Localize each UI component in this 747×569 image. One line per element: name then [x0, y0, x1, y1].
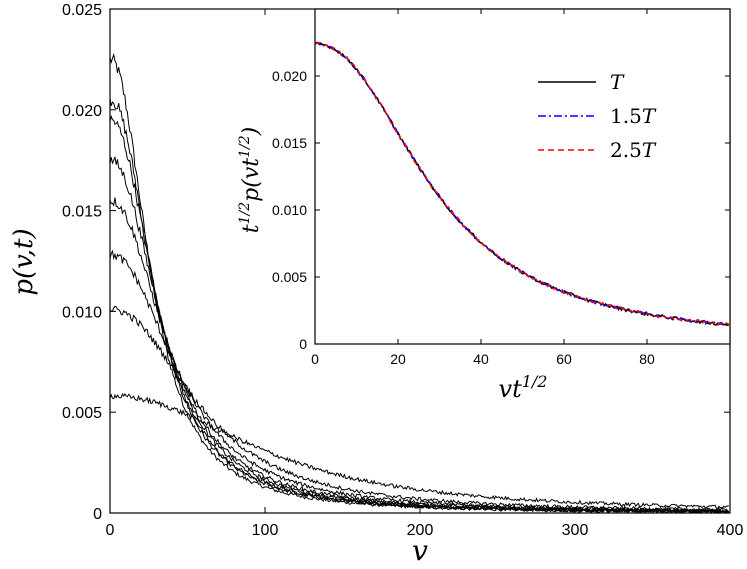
main-ytick-label: 0	[93, 506, 102, 523]
legend-label-2: 1.5T	[610, 104, 657, 128]
main-ytick-label: 0.005	[62, 405, 102, 422]
main-ytick-label: 0.020	[62, 103, 102, 120]
main-xtick-label: 0	[106, 522, 115, 539]
main-ylabel: p(v,t)	[9, 228, 39, 295]
inset-ytick-label: 0.010	[272, 202, 307, 218]
main-xtick-label: 100	[252, 522, 279, 539]
inset-plot: 0 20 40 60 80 0 0.005 0.010 0.015 0.020 vt1/2 t1/…	[237, 8, 731, 403]
inset-ytick-label: 0.020	[272, 68, 307, 84]
inset-xtick-label: 40	[473, 351, 489, 367]
main-curves	[109, 52, 730, 515]
main-ytick-label: 0.010	[62, 304, 102, 321]
main-series-line-6	[109, 249, 729, 513]
inset-background	[315, 9, 730, 344]
inset-series-line-2	[314, 41, 730, 327]
inset-xtick-label: 80	[639, 351, 655, 367]
main-plot: 0 100 200 300 40000.0050.0100.0150.0200.025 …	[9, 2, 743, 567]
main-series-line-8	[109, 392, 729, 509]
inset-ticks: 0 20 40 60 80 0 0.005 0.010 0.015 0.020	[272, 9, 730, 367]
inset-xtick-label: 60	[556, 351, 572, 367]
legend-label-3: 2.5T	[610, 138, 657, 162]
inset-xlabel: vt1/2	[499, 372, 548, 403]
main-xtick-label: 300	[562, 522, 589, 539]
main-xlabel: v	[412, 534, 428, 567]
inset-axes-frame	[314, 8, 731, 345]
inset-ylabel: t1/2p(vt1/2)	[237, 127, 264, 233]
inset-xtick-label: 20	[390, 351, 406, 367]
main-xtick-label: 400	[717, 522, 744, 539]
main-ytick-label: 0.015	[62, 204, 102, 221]
inset-xtick-label: 0	[311, 351, 319, 367]
legend-label-1: T	[610, 70, 625, 94]
inset-ytick-label: 0	[299, 336, 307, 352]
main-ytick-label: 0.025	[62, 2, 102, 19]
inset-curves	[314, 41, 730, 327]
inset-ytick-label: 0.005	[272, 269, 307, 285]
inset-legend: T 1.5T 2.5T	[538, 70, 657, 162]
main-xtick-label: 200	[407, 522, 434, 539]
main-series-line-7	[109, 305, 729, 512]
inset-ytick-label: 0.015	[272, 135, 307, 151]
